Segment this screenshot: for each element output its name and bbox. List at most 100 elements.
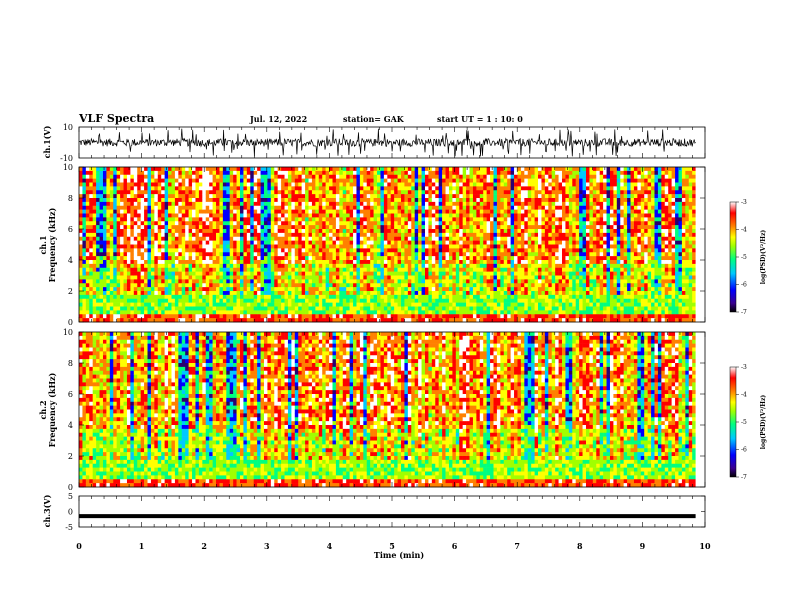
spectrogram-cell	[366, 190, 371, 195]
spectrogram-cell	[301, 314, 306, 319]
spectrogram-cell	[133, 205, 138, 210]
spectrogram-cell	[240, 217, 244, 222]
spectrogram-cell	[353, 318, 357, 323]
spectrogram-cell	[380, 252, 385, 257]
spectrogram-cell	[120, 252, 124, 257]
spectrogram-cell	[383, 178, 388, 183]
spectrogram-cell	[339, 198, 344, 203]
spectrogram-cell	[442, 225, 446, 230]
spectrogram-cell	[99, 167, 104, 172]
spectrogram-cell	[394, 198, 398, 203]
spectrogram-cell	[421, 310, 426, 315]
spectrogram-cell	[243, 287, 248, 292]
spectrogram-cell	[281, 201, 285, 207]
spectrogram-cell	[161, 291, 165, 296]
spectrogram-cell	[263, 213, 268, 218]
spectrogram-cell	[195, 248, 200, 253]
spectrogram-cell	[116, 291, 121, 296]
spectrogram-cell	[428, 306, 433, 311]
spectrogram-cell	[113, 236, 117, 241]
spectrogram-cell	[133, 302, 138, 307]
spectrogram-cell	[311, 229, 316, 234]
spectrogram-cell	[181, 198, 186, 203]
spectrogram-cell	[363, 174, 368, 179]
spectrogram-cell	[486, 174, 491, 179]
spectrogram-cell	[315, 205, 320, 210]
spectrogram-cell	[96, 306, 100, 311]
spectrogram-cell	[140, 201, 145, 207]
spectrogram-cell	[243, 252, 248, 257]
spectrogram-cell	[490, 170, 494, 176]
spectrogram-cell	[181, 205, 186, 210]
spectrogram-cell	[335, 294, 340, 300]
spectrogram-cell	[79, 260, 83, 265]
spectrogram-cell	[154, 209, 159, 214]
spectrogram-cell	[390, 174, 395, 179]
spectrogram-cell	[459, 260, 463, 265]
spectrogram-cell	[277, 298, 282, 303]
spectrogram-cell	[431, 279, 436, 284]
spectrogram-cell	[469, 174, 474, 179]
spectrogram-cell	[414, 275, 419, 280]
spectrogram-cell	[178, 174, 183, 179]
spectrogram-cell	[99, 298, 104, 303]
spectrogram-cell	[92, 287, 97, 292]
spectrogram-cell	[287, 205, 292, 210]
spectrogram-cell	[349, 225, 354, 230]
spectrogram-cell	[246, 314, 251, 319]
spectrogram-cell	[424, 267, 429, 272]
spectrogram-cell	[308, 232, 313, 238]
spectrogram-cell	[421, 174, 426, 179]
spectrogram-cell	[445, 291, 450, 296]
spectrogram-cell	[346, 256, 350, 261]
spectrogram-cell	[342, 244, 347, 249]
spectrogram-cell	[260, 205, 265, 210]
spectrogram-cell	[161, 213, 165, 218]
spectrogram-cell	[229, 291, 234, 296]
spectrogram-cell	[219, 260, 224, 265]
spectrogram-cell	[85, 283, 90, 288]
spectrogram-cell	[363, 229, 368, 234]
spectrogram-cell	[222, 240, 227, 245]
spectrogram-cell	[366, 287, 371, 292]
spectrogram-cell	[222, 279, 227, 284]
spectrogram-cell	[462, 287, 467, 292]
spectrogram-cell	[394, 263, 398, 269]
spectrogram-cell	[171, 310, 176, 315]
spectrogram-cell	[493, 294, 498, 300]
spectrogram-cell	[411, 178, 416, 183]
spectrogram-cell	[79, 248, 83, 253]
spectrogram-cell	[126, 267, 131, 272]
spectrogram-cell	[445, 201, 450, 207]
spectrogram-cell	[452, 190, 457, 195]
spectrogram-cell	[329, 217, 333, 222]
spectrogram-cell	[291, 271, 296, 276]
spectrogram-cell	[397, 287, 402, 292]
spectrogram-cell	[140, 318, 145, 323]
spectrogram-cell	[411, 283, 416, 288]
spectrogram-cell	[373, 167, 378, 172]
spectrogram-cell	[222, 225, 227, 230]
spectrogram-cell	[178, 194, 183, 199]
spectrogram-cell	[329, 167, 333, 172]
spectrogram-cell	[366, 213, 371, 218]
spectrogram-cell	[332, 209, 337, 214]
spectrogram-cell	[205, 256, 210, 261]
spectrogram-cell	[257, 182, 261, 187]
spectrogram-cell	[209, 287, 213, 292]
spectrogram-cell	[407, 213, 412, 218]
spectrogram-cell	[181, 209, 186, 214]
spectrogram-cell	[373, 306, 378, 311]
spectrogram-cell	[407, 294, 412, 300]
spectrogram-cell	[377, 260, 381, 265]
spectrogram-cell	[335, 310, 340, 315]
spectrogram-cell	[407, 248, 412, 253]
spectrogram-cell	[229, 260, 234, 265]
spectrogram-cell	[216, 291, 220, 296]
spectrogram-cell	[157, 213, 162, 218]
spectrogram-cell	[301, 236, 306, 241]
spectrogram-cell	[260, 170, 265, 176]
spectrogram-cell	[342, 263, 347, 269]
spectrogram-cell	[147, 182, 152, 187]
spectrogram-cell	[424, 244, 429, 249]
